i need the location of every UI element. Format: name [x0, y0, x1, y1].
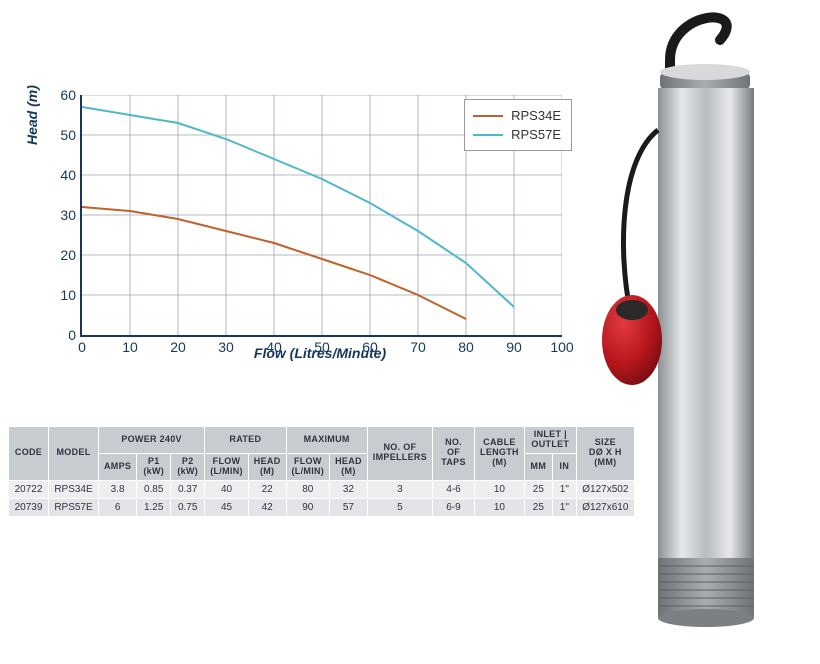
- legend-swatch-icon: [473, 134, 503, 136]
- table-cell: 57: [330, 498, 368, 516]
- table-cell: 1": [552, 498, 576, 516]
- legend-label: RPS57E: [511, 127, 561, 142]
- table-cell: RPS34E: [49, 480, 99, 498]
- table-cell: RPS57E: [49, 498, 99, 516]
- table-header: RATED: [205, 427, 286, 454]
- table-cell: 10: [475, 498, 525, 516]
- chart-legend: RPS34E RPS57E: [464, 99, 572, 151]
- table-cell: 22: [248, 480, 286, 498]
- legend-item-rps34e: RPS34E: [473, 106, 561, 125]
- table-cell: 4-6: [433, 480, 475, 498]
- chart-plot-area: RPS34E RPS57E 01020304050600102030405060…: [80, 95, 562, 337]
- table-cell: 25: [524, 498, 552, 516]
- chart-y-tick: 50: [60, 127, 76, 143]
- table-subheader: P2(kW): [171, 453, 205, 480]
- table-subheader: FLOW(L/MIN): [286, 453, 330, 480]
- table-cell: 90: [286, 498, 330, 516]
- table-row: 20739RPS57E61.250.754542905756-910251"Ø1…: [9, 498, 635, 516]
- table-header: CODE: [9, 427, 49, 481]
- table-cell: 32: [330, 480, 368, 498]
- table-cell: 40: [205, 480, 249, 498]
- table-header: NO. OFTAPS: [433, 427, 475, 481]
- table-cell: 20739: [9, 498, 49, 516]
- product-image: [600, 10, 800, 650]
- chart-y-tick: 40: [60, 167, 76, 183]
- table-cell: 0.85: [137, 480, 171, 498]
- table-subheader: IN: [552, 453, 576, 480]
- table-cell: 6: [99, 498, 137, 516]
- table-cell: 20722: [9, 480, 49, 498]
- table-cell: 3: [367, 480, 432, 498]
- spec-table-head: CODEMODELPOWER 240VRATEDMAXIMUMNO. OFIMP…: [9, 427, 635, 481]
- table-header: NO. OFIMPELLERS: [367, 427, 432, 481]
- table-cell: 45: [205, 498, 249, 516]
- table-subheader: P1(kW): [137, 453, 171, 480]
- table-subheader: HEAD(M): [330, 453, 368, 480]
- table-cell: 3.8: [99, 480, 137, 498]
- legend-item-rps57e: RPS57E: [473, 125, 561, 144]
- legend-swatch-icon: [473, 115, 503, 117]
- table-cell: 0.37: [171, 480, 205, 498]
- spec-table: CODEMODELPOWER 240VRATEDMAXIMUMNO. OFIMP…: [8, 426, 635, 517]
- table-cell: 1": [552, 480, 576, 498]
- table-cell: 1.25: [137, 498, 171, 516]
- table-cell: 25: [524, 480, 552, 498]
- chart-y-tick: 30: [60, 207, 76, 223]
- table-header: CABLELENGTH(M): [475, 427, 525, 481]
- legend-label: RPS34E: [511, 108, 561, 123]
- chart-x-axis-label: Flow (Litres/Minute): [80, 345, 560, 361]
- table-header: INLET | OUTLET: [524, 427, 576, 454]
- table-subheader: FLOW(L/MIN): [205, 453, 249, 480]
- table-cell: 5: [367, 498, 432, 516]
- table-subheader: HEAD(M): [248, 453, 286, 480]
- table-subheader: AMPS: [99, 453, 137, 480]
- table-cell: 80: [286, 480, 330, 498]
- table-header: MAXIMUM: [286, 427, 367, 454]
- table-subheader: MM: [524, 453, 552, 480]
- table-cell: 6-9: [433, 498, 475, 516]
- table-header: MODEL: [49, 427, 99, 481]
- table-cell: 42: [248, 498, 286, 516]
- performance-chart: Head (m) RPS34E RPS57E 01020304050600102…: [40, 95, 580, 365]
- chart-y-tick: 20: [60, 247, 76, 263]
- page: Head (m) RPS34E RPS57E 01020304050600102…: [0, 0, 820, 664]
- table-cell: 0.75: [171, 498, 205, 516]
- chart-y-tick: 60: [60, 87, 76, 103]
- chart-y-axis-label: Head (m): [24, 85, 40, 145]
- chart-y-tick: 10: [60, 287, 76, 303]
- table-cell: 10: [475, 480, 525, 498]
- table-row: 20722RPS34E3.80.850.374022803234-610251"…: [9, 480, 635, 498]
- spec-table-body: 20722RPS34E3.80.850.374022803234-610251"…: [9, 480, 635, 516]
- chart-y-tick: 0: [68, 327, 76, 343]
- table-header: POWER 240V: [99, 427, 205, 454]
